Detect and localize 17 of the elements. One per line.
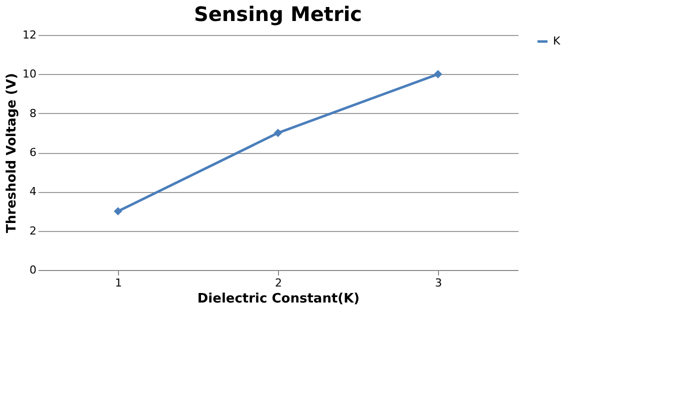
point <box>434 70 442 78</box>
y-tick-label: 2 <box>30 224 36 238</box>
y-axis-title: Threshold Voltage (V) <box>4 73 20 233</box>
legend-label: K <box>553 34 561 48</box>
y-tick-label: 12 <box>22 28 36 42</box>
y-tick-label: 0 <box>30 264 36 276</box>
point <box>274 128 282 138</box>
y-tick-label: 8 <box>30 106 36 120</box>
x-tick-label: 3 <box>435 276 442 290</box>
y-tick-label: 10 <box>22 68 36 81</box>
point <box>114 207 122 216</box>
chart-title: Sensing Metric <box>194 2 362 26</box>
x-axis-title: Dielectric Constant(K) <box>197 292 360 306</box>
y-tick-label: 4 <box>30 185 36 198</box>
y-tick-label: 6 <box>30 146 36 159</box>
x-tick-label: 2 <box>275 276 282 290</box>
x-tick-label: 1 <box>115 276 122 290</box>
